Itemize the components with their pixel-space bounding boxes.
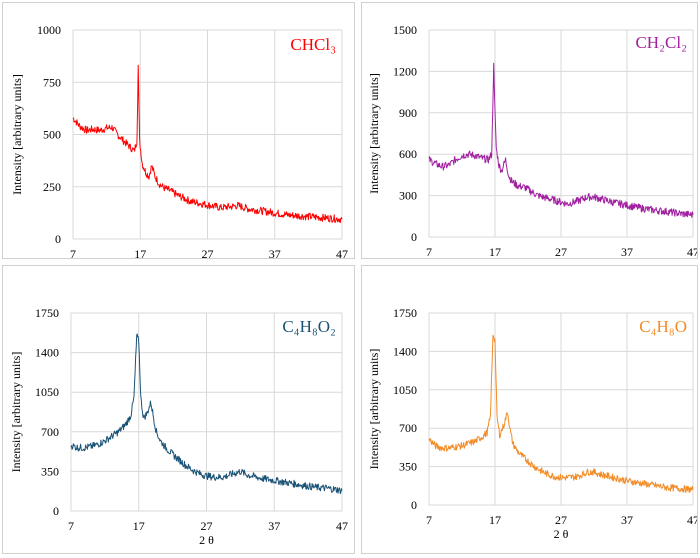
chart-title: C₄H₈O₂ xyxy=(282,317,336,336)
x-axis-label: 2 θ xyxy=(554,527,569,541)
series-line xyxy=(70,333,343,495)
y-tick-label: 1400 xyxy=(393,344,417,358)
x-tick-label: 37 xyxy=(621,245,633,258)
y-tick-label: 1050 xyxy=(393,383,417,397)
y-tick-label: 300 xyxy=(399,189,417,203)
panel-ch2cl2: 0300600900120015007172737472 θIntensity … xyxy=(361,2,699,273)
chart-c4h8o: 0 350 700 1050 1400 1750 7 17 27 37 47 2 θ Intensity… xyxy=(367,306,699,541)
y-tick-label: 1050 xyxy=(35,385,59,399)
gridlines xyxy=(428,312,694,506)
y-tick-label: 0 xyxy=(411,230,417,244)
series-line xyxy=(72,64,343,224)
y-tick-label: 0 xyxy=(411,498,417,512)
y-tick-label: 700 xyxy=(41,425,59,439)
chart-title: C₄H₈O xyxy=(639,317,687,336)
y-axis-label: Intensity [arbitrary units] xyxy=(367,73,381,194)
y-tick-label: 1500 xyxy=(393,23,417,37)
gridlines xyxy=(70,312,343,512)
y-tick-label: 1000 xyxy=(37,23,61,37)
y-tick-label: 1750 xyxy=(35,306,59,320)
x-tick-label: 37 xyxy=(269,247,281,258)
y-tick-label: 250 xyxy=(43,180,61,194)
x-tick-label: 37 xyxy=(268,519,280,533)
y-tick-label: 600 xyxy=(399,147,417,161)
chart-title: CH₂Cl₂ xyxy=(635,33,687,52)
y-tick-label: 350 xyxy=(399,460,417,474)
x-tick-label: 17 xyxy=(134,247,146,258)
x-tick-label: 7 xyxy=(70,247,76,258)
x-tick-label: 17 xyxy=(133,519,145,533)
x-tick-label: 27 xyxy=(201,519,213,533)
x-tick-label: 7 xyxy=(68,519,74,533)
y-axis-label: Intensity [arbitrary units] xyxy=(9,352,23,473)
y-tick-label: 700 xyxy=(399,421,417,435)
y-tick-label: 500 xyxy=(43,128,61,142)
y-tick-label: 1400 xyxy=(35,346,59,360)
y-axis-label: Intensity [arbitrary units] xyxy=(10,74,24,195)
x-tick-label: 37 xyxy=(621,513,633,527)
chart-title: CHCl₃ xyxy=(290,35,336,54)
y-tick-label: 0 xyxy=(53,504,59,518)
y-axis-label: Intensity [arbitrary units] xyxy=(367,349,381,470)
x-tick-label: 7 xyxy=(426,513,432,527)
series-line xyxy=(428,62,694,218)
x-tick-label: 47 xyxy=(336,247,348,258)
x-tick-label: 27 xyxy=(202,247,214,258)
panel-c4h8o: 0 350 700 1050 1400 1750 7 17 27 37 47 2 θ Intensity… xyxy=(361,265,699,554)
panel-c4h8o2: 0 350 700 1050 1400 1750 7 17 27 37 47 2 θ Intensity… xyxy=(2,265,355,554)
y-tick-label: 350 xyxy=(41,464,59,478)
gridlines xyxy=(428,29,694,238)
y-tick-label: 1750 xyxy=(393,306,417,320)
x-tick-label: 27 xyxy=(555,245,567,258)
x-axis-label: 2 θ xyxy=(199,533,214,547)
series-line xyxy=(428,334,694,493)
chart-ch2cl2: 0300600900120015007172737472 θIntensity … xyxy=(367,23,699,273)
y-tick-label: 0 xyxy=(55,232,61,246)
x-tick-label: 47 xyxy=(687,245,697,258)
y-tick-label: 750 xyxy=(43,75,61,89)
x-tick-label: 17 xyxy=(489,513,501,527)
x-tick-label: 47 xyxy=(336,519,348,533)
y-tick-label: 1200 xyxy=(393,64,417,78)
x-tick-label: 7 xyxy=(426,245,432,258)
x-tick-label: 17 xyxy=(489,245,501,258)
x-tick-label: 47 xyxy=(687,513,697,527)
x-tick-label: 27 xyxy=(555,513,567,527)
chart-c4h8o2: 0 350 700 1050 1400 1750 7 17 27 37 47 2 θ Intensity… xyxy=(9,306,348,547)
y-tick-label: 900 xyxy=(399,106,417,120)
